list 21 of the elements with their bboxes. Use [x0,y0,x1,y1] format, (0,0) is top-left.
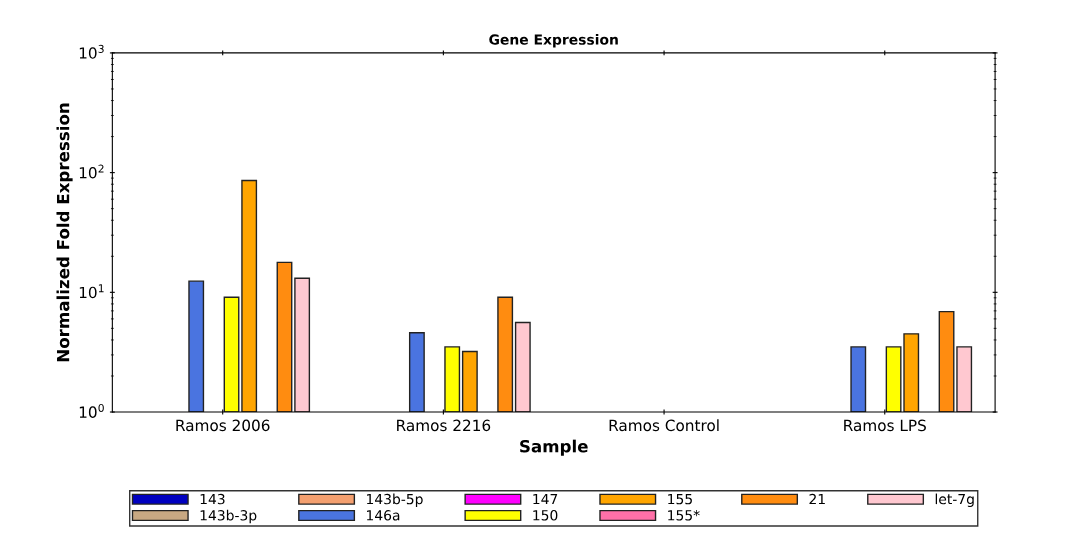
chart-title: Gene Expression [489,34,618,48]
legend-label: 150 [533,510,558,521]
legend-label: 143b-3p [200,509,257,524]
x-axis-title: Sample [520,439,588,456]
x-tick-label: Ramos 2006 [176,419,270,432]
x-tick-label: Ramos Control [609,419,719,432]
legend-label: 21 [809,493,825,505]
y-axis-title: Normalized Fold Expression [56,103,73,362]
legend-label: 155 [668,493,692,505]
x-tick-label: Ramos LPS [844,419,926,432]
y-tick-label: 10$^{1}$ [79,284,104,299]
legend-label: 155* [668,510,700,521]
y-tick-label: 10$^{0}$ [79,403,104,418]
legend-label: 143b-5p [367,493,423,507]
legend-label: 147 [533,493,558,505]
legend-label: let-7g [935,493,974,507]
x-tick-label: Ramos 2216 [397,419,491,432]
y-tick-label: 10$^{3}$ [79,44,104,59]
legend-label: 146a [367,510,400,521]
y-tick-label: 10$^{2}$ [79,164,104,179]
legend-label: 143 [200,493,225,505]
